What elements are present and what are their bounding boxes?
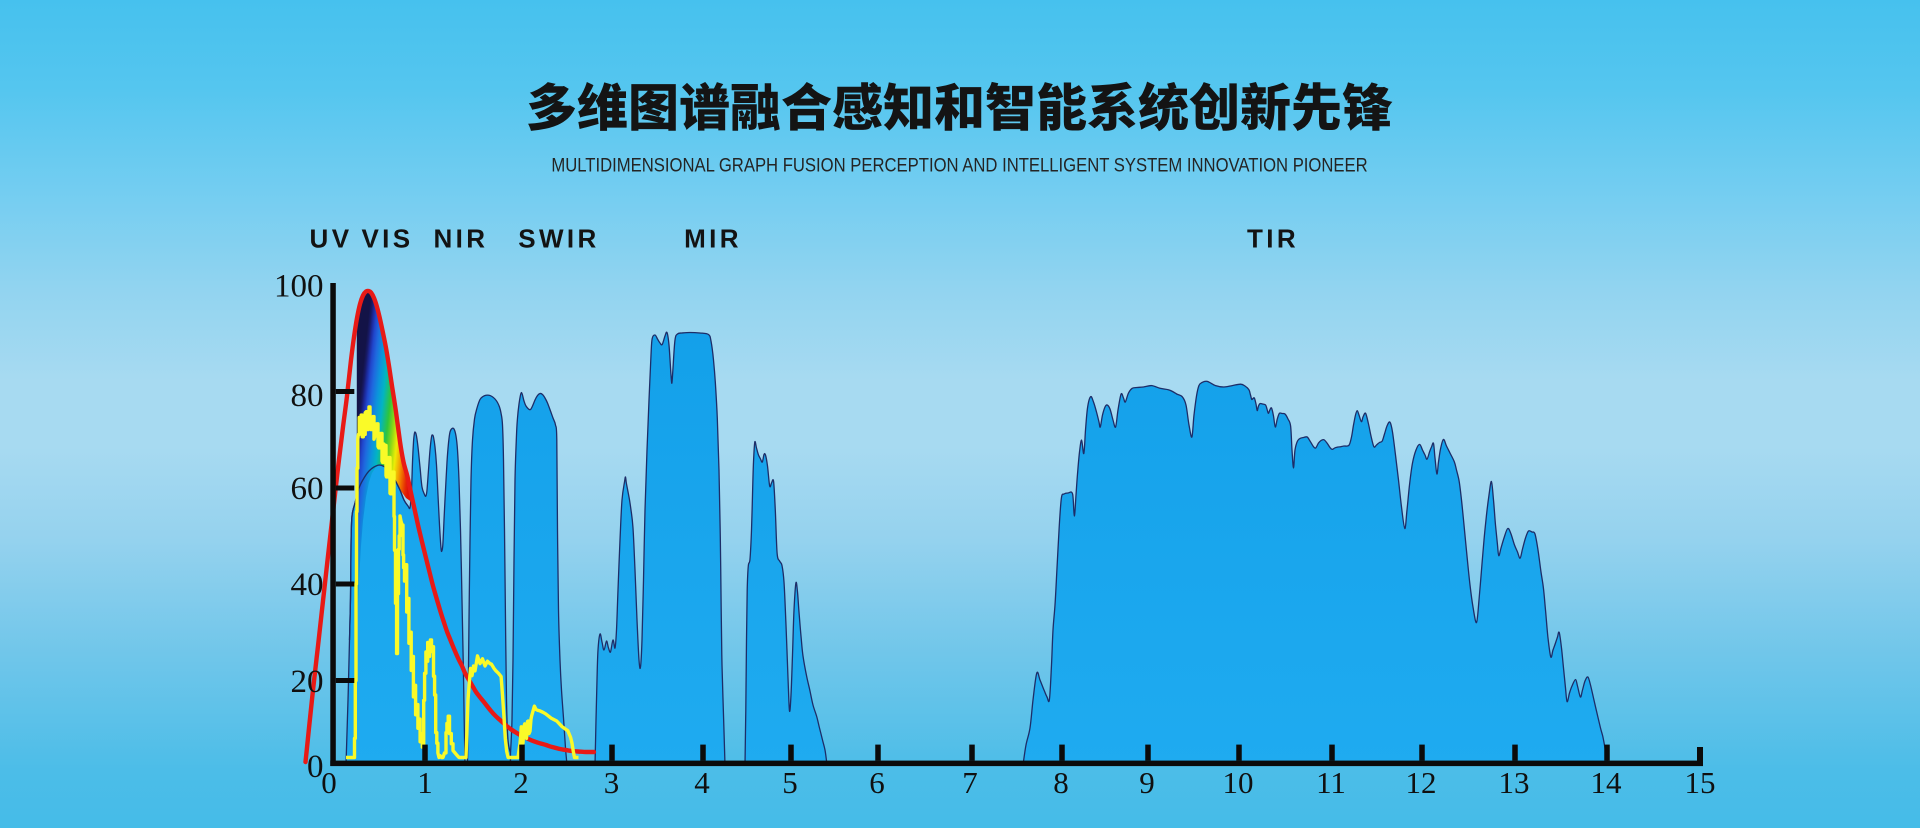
svg-text:4: 4 [694,765,710,800]
svg-text:SWIR: SWIR [518,224,599,254]
svg-text:MULTIDIMENSIONAL GRAPH FUSION: MULTIDIMENSIONAL GRAPH FUSION PERCEPTION… [551,154,1367,175]
svg-text:11: 11 [1316,765,1346,800]
svg-text:2: 2 [513,765,529,800]
svg-text:NIR: NIR [434,224,489,254]
svg-text:0: 0 [321,765,337,800]
svg-text:MIR: MIR [684,224,742,254]
svg-text:14: 14 [1591,765,1623,800]
svg-text:12: 12 [1406,765,1437,800]
svg-text:VIS: VIS [361,224,413,254]
svg-text:20: 20 [291,664,324,700]
svg-text:7: 7 [962,765,978,800]
svg-text:80: 80 [291,378,324,414]
svg-text:UV: UV [310,224,353,254]
svg-text:9: 9 [1139,765,1155,800]
svg-text:0: 0 [307,749,324,785]
svg-text:5: 5 [782,765,798,800]
svg-text:13: 13 [1499,765,1530,800]
svg-text:8: 8 [1053,765,1069,800]
svg-text:TIR: TIR [1247,224,1299,254]
svg-text:1: 1 [417,765,433,800]
svg-text:40: 40 [291,567,324,603]
svg-text:100: 100 [274,269,324,305]
svg-text:10: 10 [1223,765,1254,800]
svg-text:15: 15 [1685,765,1716,800]
svg-text:60: 60 [291,471,324,507]
svg-text:6: 6 [869,765,885,800]
svg-text:3: 3 [604,765,620,800]
